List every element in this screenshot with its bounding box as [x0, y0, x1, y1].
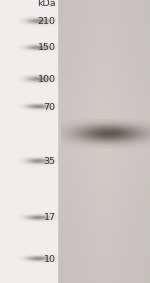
- Text: 17: 17: [44, 213, 56, 222]
- Text: 210: 210: [38, 17, 56, 26]
- Bar: [0, 0, 57, 283]
- Text: 100: 100: [38, 75, 56, 84]
- Text: 10: 10: [44, 255, 56, 264]
- Text: 150: 150: [38, 44, 56, 52]
- Text: 35: 35: [43, 157, 56, 166]
- Text: 70: 70: [44, 103, 56, 112]
- Text: kDa: kDa: [37, 0, 56, 8]
